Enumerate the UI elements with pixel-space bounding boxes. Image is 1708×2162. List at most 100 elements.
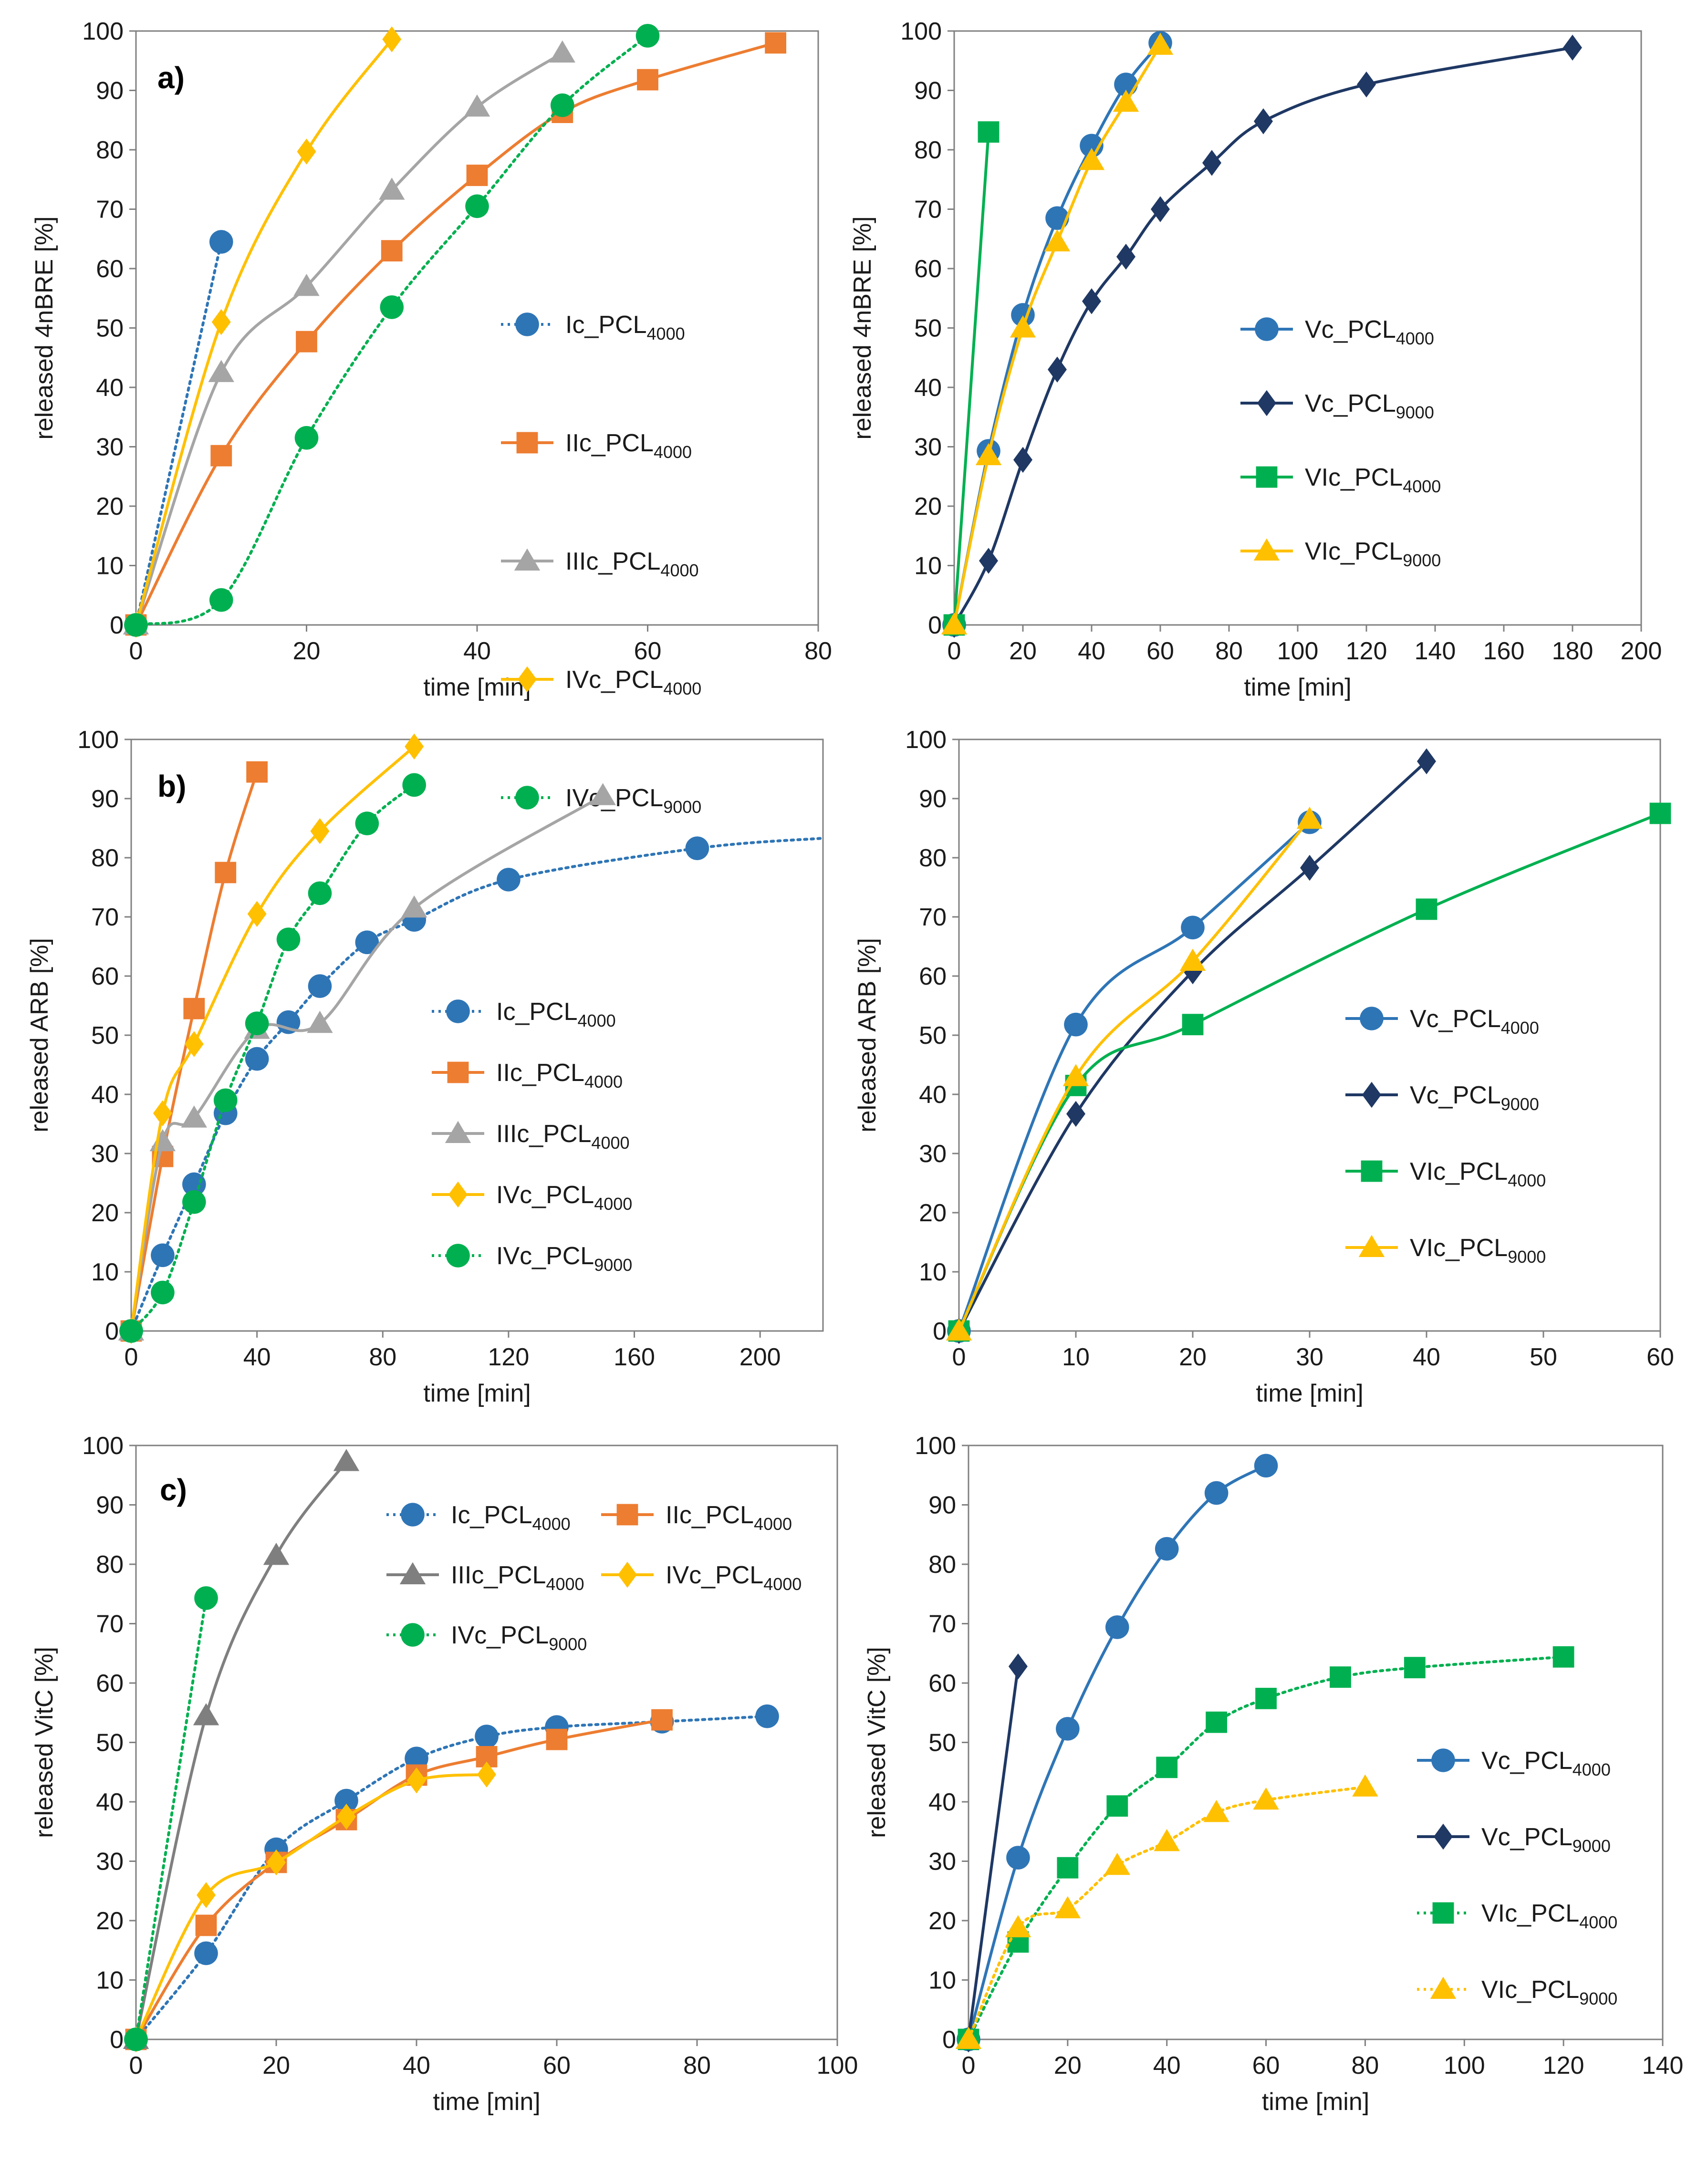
y-tick-label: 60 [96, 1670, 124, 1697]
data-point [401, 895, 427, 918]
data-point [941, 612, 968, 634]
legend-entry: Vc_PCL4000 [1345, 1005, 1539, 1038]
legend-entry: IIIc_PCL4000 [432, 1120, 630, 1153]
legend-marker [446, 1244, 470, 1268]
panel-label: a) [157, 61, 185, 95]
y-tick-label: 10 [91, 1258, 119, 1286]
legend-entry: VIc_PCL4000 [1417, 1900, 1617, 1932]
data-point [293, 273, 320, 296]
series-VIc_PCL9000 [955, 1774, 1378, 2049]
data-point [1254, 1454, 1278, 1478]
legend-marker [1434, 1823, 1453, 1850]
y-tick-label: 20 [96, 1907, 124, 1935]
legend-marker [1362, 1081, 1381, 1108]
y-tick-label: 50 [96, 1729, 124, 1757]
legend-label: Vc_PCL9000 [1410, 1081, 1539, 1114]
y-tick-label: 100 [82, 1432, 124, 1460]
y-tick-label: 90 [914, 77, 942, 105]
data-point [151, 1280, 175, 1305]
y-tick-label: 70 [96, 1611, 124, 1638]
series-Vc_PCL9000 [949, 748, 1436, 1344]
y-tick-label: 0 [933, 1318, 947, 1345]
y-tick-label: 100 [77, 726, 119, 754]
plot-frame [953, 30, 1642, 626]
y-tick-label: 60 [928, 1670, 956, 1697]
x-tick-label: 40 [463, 637, 491, 665]
x-tick-label: 0 [129, 2052, 143, 2079]
data-point [765, 32, 787, 54]
data-point [955, 2027, 982, 2049]
y-axis-title: released 4nBRE [%] [849, 216, 876, 439]
data-point [1048, 356, 1067, 383]
data-point [308, 881, 332, 905]
data-point [405, 733, 424, 760]
data-point [1203, 1800, 1229, 1822]
data-point [1254, 108, 1273, 135]
y-tick-label: 50 [96, 315, 124, 343]
legend-marker [401, 1623, 425, 1647]
y-tick-label: 60 [919, 963, 947, 990]
data-point [355, 811, 379, 835]
series-IIIc_PCL4000 [123, 1449, 360, 2049]
data-point [549, 40, 575, 63]
data-point [755, 1704, 779, 1728]
data-point [1154, 1829, 1180, 1851]
series-Ic_PCL4000 [124, 1704, 779, 2051]
data-point [1013, 447, 1032, 473]
legend-label: IVc_PCL9000 [565, 784, 701, 817]
x-tick-label: 200 [739, 1343, 781, 1371]
y-tick-label: 50 [919, 1022, 947, 1050]
x-tick-label: 20 [262, 2052, 290, 2079]
y-tick-label: 40 [96, 1788, 124, 1816]
y-tick-label: 20 [919, 1199, 947, 1227]
legend-marker [618, 1561, 637, 1588]
y-tick-label: 10 [914, 552, 942, 580]
x-tick-label: 20 [1054, 2052, 1082, 2079]
y-tick-label: 10 [919, 1258, 947, 1286]
legend-marker [514, 548, 541, 571]
data-point [210, 445, 232, 467]
series-line [131, 745, 416, 1332]
y-tick-label: 90 [91, 785, 119, 813]
legend-entry: Ic_PCL4000 [386, 1501, 571, 1534]
data-point [1105, 1615, 1129, 1639]
data-point [1202, 150, 1221, 176]
legend-marker [518, 666, 537, 693]
data-point [267, 1849, 286, 1876]
y-tick-label: 0 [942, 2026, 956, 2054]
legend-entry: Ic_PCL4000 [501, 311, 685, 343]
y-tick-label: 30 [928, 1848, 956, 1876]
data-point [1204, 1481, 1229, 1505]
data-point [1062, 1064, 1089, 1086]
data-point [1300, 854, 1319, 881]
legend-label: Vc_PCL4000 [1410, 1005, 1539, 1038]
chart-panel-3: 0 10 20 30 40 50 60 70 80 90 100 0 40 80 120 160 200 time… [26, 726, 824, 1407]
y-axis-title: released 4nBRE [%] [31, 216, 58, 439]
data-point [334, 1788, 358, 1813]
legend-label: IIc_PCL4000 [666, 1501, 792, 1534]
series-line [969, 1655, 1565, 2041]
series-IVc_PCL9000 [119, 773, 426, 1343]
legend-marker [1253, 538, 1280, 561]
y-tick-label: 20 [91, 1199, 119, 1227]
y-tick-label: 80 [96, 1551, 124, 1579]
x-tick-label: 30 [1296, 1343, 1323, 1371]
x-tick-label: 60 [1646, 1343, 1674, 1371]
y-tick-label: 30 [914, 434, 942, 461]
data-point [1563, 34, 1582, 61]
plot-frame [135, 30, 819, 626]
data-point [194, 1586, 218, 1610]
x-tick-label: 120 [1543, 2052, 1584, 2079]
data-point [1253, 1787, 1279, 1810]
data-point [590, 783, 616, 805]
series-IVc_PCL4000 [126, 26, 402, 638]
legend-entry: IVc_PCL9000 [386, 1622, 587, 1654]
series-IIc_PCL4000 [125, 1709, 673, 2050]
legend-entry: IIc_PCL4000 [601, 1501, 792, 1534]
x-tick-label: 120 [1346, 637, 1387, 665]
series-IVc_PCL4000 [122, 733, 424, 1344]
data-point [637, 69, 658, 91]
series-line [131, 770, 259, 1332]
data-point [197, 1882, 216, 1908]
data-point [1008, 1653, 1028, 1680]
